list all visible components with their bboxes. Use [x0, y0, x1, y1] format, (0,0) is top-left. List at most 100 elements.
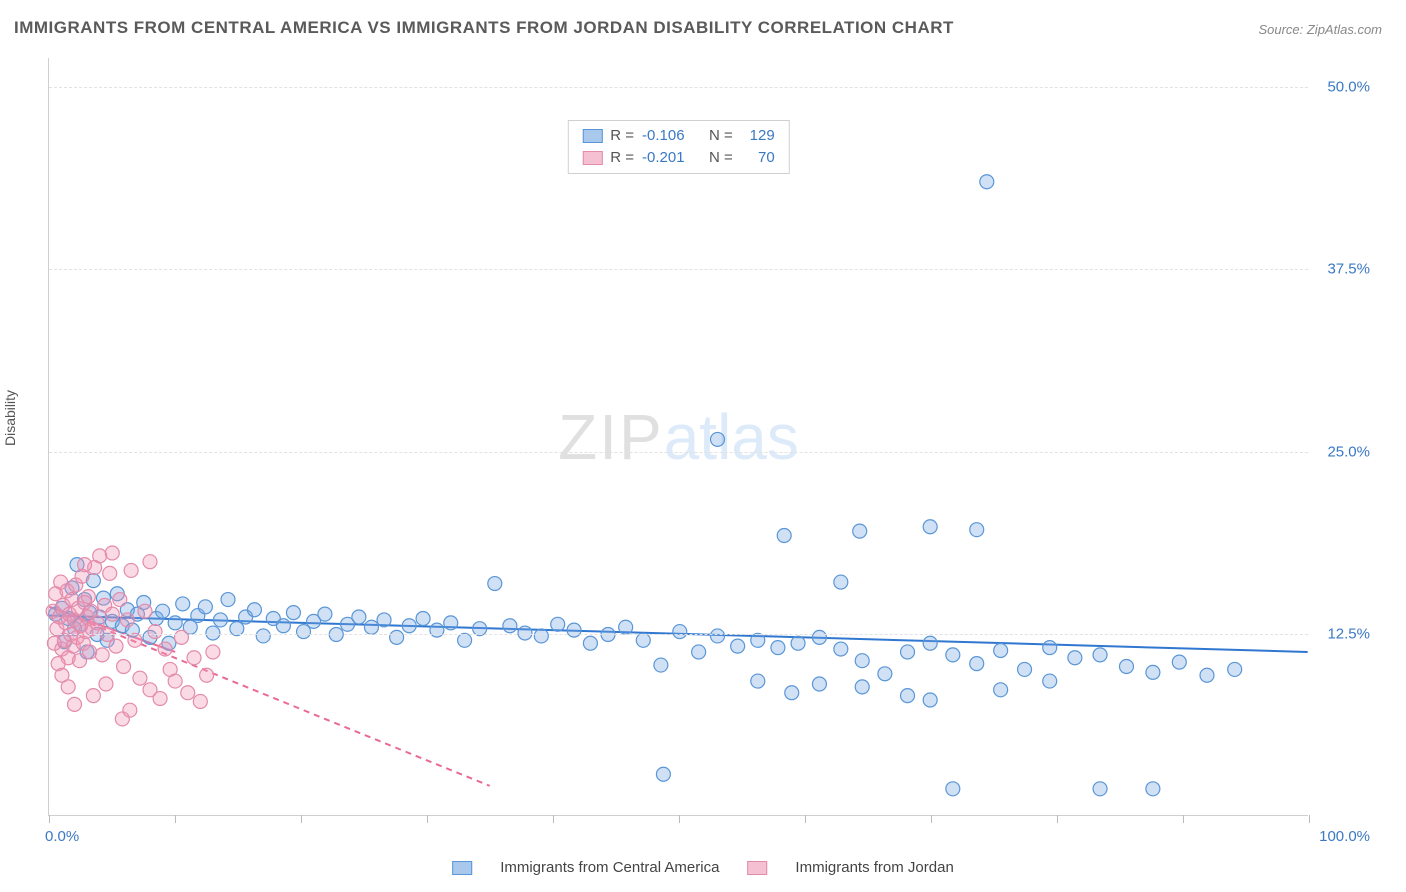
x-tick — [1057, 815, 1058, 823]
data-point-central_america — [1043, 674, 1057, 688]
data-point-central_america — [771, 641, 785, 655]
data-point-central_america — [402, 619, 416, 633]
x-tick — [931, 815, 932, 823]
data-point-central_america — [198, 600, 212, 614]
data-point-jordan — [109, 639, 123, 653]
data-point-jordan — [128, 633, 142, 647]
gridline-h — [49, 634, 1308, 635]
data-point-central_america — [221, 593, 235, 607]
data-point-central_america — [213, 613, 227, 627]
y-tick-label: 50.0% — [1327, 79, 1370, 96]
data-point-central_america — [286, 606, 300, 620]
data-point-central_america — [503, 619, 517, 633]
data-point-central_america — [276, 619, 290, 633]
data-point-central_america — [390, 630, 404, 644]
data-point-jordan — [103, 566, 117, 580]
stat-legend: R =-0.106 N =129R =-0.201 N =70 — [567, 120, 789, 174]
data-point-central_america — [176, 597, 190, 611]
data-point-jordan — [51, 657, 65, 671]
stat-swatch-central_america — [582, 129, 602, 143]
source-label: Source: ZipAtlas.com — [1258, 22, 1382, 37]
y-tick-label: 12.5% — [1327, 625, 1370, 642]
series-legend: Immigrants from Central America Immigran… — [452, 859, 954, 876]
stat-r-label: R = — [610, 125, 634, 147]
data-point-central_america — [636, 633, 650, 647]
data-point-central_america — [1068, 651, 1082, 665]
data-point-central_america — [853, 524, 867, 538]
data-point-jordan — [68, 697, 82, 711]
data-point-central_america — [923, 520, 937, 534]
chart-container: IMMIGRANTS FROM CENTRAL AMERICA VS IMMIG… — [0, 0, 1406, 892]
data-point-central_america — [970, 657, 984, 671]
data-point-central_america — [534, 629, 548, 643]
data-point-central_america — [416, 611, 430, 625]
x-tick — [175, 815, 176, 823]
data-point-central_america — [855, 654, 869, 668]
stat-legend-row-central_america: R =-0.106 N =129 — [582, 125, 774, 147]
data-point-central_america — [1228, 662, 1242, 676]
data-point-central_america — [901, 689, 915, 703]
data-point-central_america — [785, 686, 799, 700]
data-point-central_america — [256, 629, 270, 643]
data-point-jordan — [158, 642, 172, 656]
stat-n-label: N = — [709, 147, 733, 169]
data-point-central_america — [994, 644, 1008, 658]
chart-title: IMMIGRANTS FROM CENTRAL AMERICA VS IMMIG… — [14, 18, 954, 38]
data-point-jordan — [83, 645, 97, 659]
stat-n-value-jordan: 70 — [741, 147, 775, 169]
data-point-central_america — [1200, 668, 1214, 682]
data-point-central_america — [855, 680, 869, 694]
data-point-central_america — [1093, 782, 1107, 796]
data-point-central_america — [923, 636, 937, 650]
y-axis-label: Disability — [2, 390, 18, 446]
x-tick — [427, 815, 428, 823]
legend-swatch-jordan — [747, 861, 767, 875]
y-tick-label: 25.0% — [1327, 443, 1370, 460]
data-point-central_america — [583, 636, 597, 650]
data-point-jordan — [93, 549, 107, 563]
data-point-jordan — [148, 625, 162, 639]
x-tick — [1183, 815, 1184, 823]
data-point-jordan — [181, 686, 195, 700]
data-point-central_america — [692, 645, 706, 659]
stat-n-label: N = — [709, 125, 733, 147]
x-tick — [679, 815, 680, 823]
data-point-jordan — [117, 660, 131, 674]
data-point-jordan — [153, 692, 167, 706]
data-point-central_america — [551, 617, 565, 631]
stat-n-value-central_america: 129 — [741, 125, 775, 147]
data-point-central_america — [994, 683, 1008, 697]
data-point-central_america — [1119, 660, 1133, 674]
data-point-central_america — [619, 620, 633, 634]
x-tick-label-max: 100.0% — [1319, 828, 1370, 845]
gridline-h — [49, 87, 1308, 88]
stat-swatch-jordan — [582, 151, 602, 165]
data-point-central_america — [1172, 655, 1186, 669]
data-point-central_america — [656, 767, 670, 781]
data-point-central_america — [352, 610, 366, 624]
data-point-central_america — [430, 623, 444, 637]
data-point-jordan — [105, 546, 119, 560]
data-point-central_america — [247, 603, 261, 617]
data-point-jordan — [99, 677, 113, 691]
data-point-central_america — [1146, 665, 1160, 679]
data-point-central_america — [812, 630, 826, 644]
data-point-central_america — [923, 693, 937, 707]
x-tick — [553, 815, 554, 823]
data-point-jordan — [200, 668, 214, 682]
data-point-central_america — [1146, 782, 1160, 796]
data-point-jordan — [123, 703, 137, 717]
data-point-central_america — [791, 636, 805, 650]
data-point-central_america — [567, 623, 581, 637]
data-point-jordan — [81, 590, 95, 604]
data-point-central_america — [980, 175, 994, 189]
data-point-central_america — [946, 648, 960, 662]
stat-r-label: R = — [610, 147, 634, 169]
stat-r-value-jordan: -0.201 — [642, 147, 685, 169]
data-point-jordan — [174, 630, 188, 644]
data-point-jordan — [133, 671, 147, 685]
data-point-jordan — [90, 616, 104, 630]
data-point-jordan — [95, 648, 109, 662]
data-point-jordan — [120, 613, 134, 627]
data-point-jordan — [168, 674, 182, 688]
